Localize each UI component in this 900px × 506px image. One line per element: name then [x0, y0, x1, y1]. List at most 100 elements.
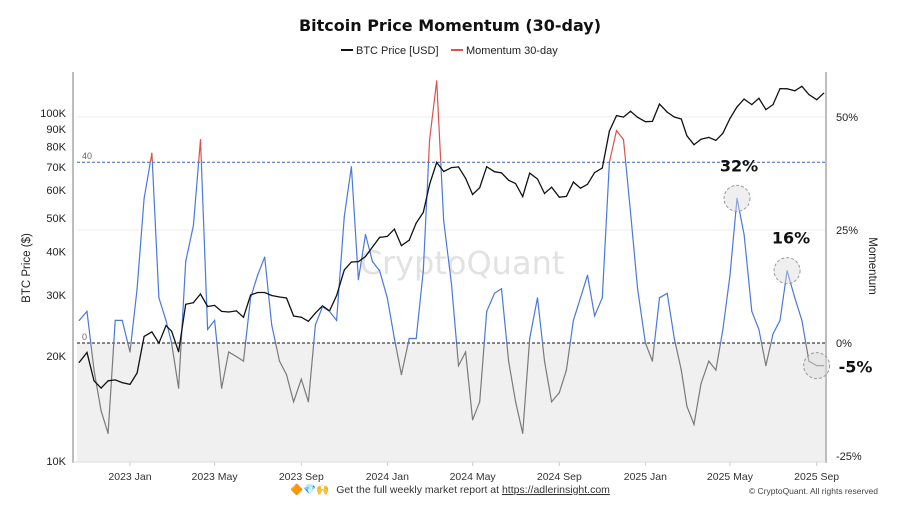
price-point: [823, 92, 825, 94]
price-point: [666, 111, 668, 113]
price-point: [321, 305, 324, 307]
momentum-point: [472, 419, 474, 421]
price-point: [206, 305, 209, 308]
momentum-point: [700, 383, 702, 385]
momentum-point: [565, 369, 567, 371]
momentum-point: [121, 319, 123, 321]
x-tick-label: 2025 Jan: [624, 471, 667, 483]
price-point: [136, 372, 138, 374]
momentum-point: [257, 274, 259, 276]
left-tick-label: 80K: [46, 142, 66, 154]
momentum-point: [143, 197, 145, 199]
copyright: © CryptoQuant. All rights reserved: [749, 486, 878, 496]
x-tick-label: 2024 Jan: [366, 471, 409, 483]
price-point: [393, 228, 395, 230]
momentum-point: [743, 233, 745, 236]
price-point: [364, 255, 367, 258]
annotation-label: 32%: [720, 156, 758, 175]
momentum-point: [321, 306, 324, 308]
price-point: [192, 302, 195, 304]
price-point: [429, 183, 431, 185]
momentum-point: [178, 387, 180, 389]
price-point: [86, 351, 88, 354]
momentum-point: [214, 319, 216, 321]
momentum-point: [693, 423, 695, 425]
price-point: [765, 108, 767, 111]
price-point: [572, 181, 575, 183]
momentum-point: [364, 233, 367, 236]
price-point: [436, 161, 438, 164]
price-point: [615, 114, 618, 117]
price-point: [686, 135, 688, 137]
x-tick-label: 2023 Jan: [108, 471, 151, 483]
momentum-point: [307, 401, 309, 403]
momentum-point: [343, 215, 345, 218]
price-point: [285, 297, 288, 299]
momentum-point: [794, 297, 796, 299]
price-point: [129, 383, 131, 386]
momentum-point: [221, 387, 223, 389]
momentum-point: [786, 270, 788, 272]
momentum-point: [151, 152, 153, 154]
momentum-point: [199, 139, 202, 141]
price-point: [536, 178, 539, 180]
momentum-point: [479, 401, 481, 403]
price-point: [457, 166, 460, 168]
annotation-circle: [803, 352, 831, 380]
momentum-point: [170, 342, 173, 344]
price-point: [651, 120, 654, 122]
momentum-point: [386, 297, 388, 299]
price-point: [722, 132, 724, 134]
price-point: [708, 136, 710, 138]
price-point: [300, 316, 302, 318]
momentum-point: [801, 319, 803, 321]
momentum-point: [772, 333, 774, 335]
momentum-point: [808, 360, 810, 362]
momentum-point: [729, 274, 731, 276]
legend-price: BTC Price [USD]: [356, 45, 439, 57]
price-point: [586, 183, 589, 185]
momentum-point: [242, 360, 245, 362]
momentum-point: [436, 80, 438, 82]
price-point: [165, 324, 167, 327]
price-point: [786, 88, 788, 90]
footer-link[interactable]: https://adlerinsight.com: [502, 484, 610, 496]
price-point: [292, 315, 295, 317]
price-point: [522, 196, 524, 198]
momentum-point: [572, 319, 575, 321]
footer-message: Get the full weekly market report at: [336, 484, 502, 496]
momentum-point: [357, 279, 360, 281]
momentum-point: [686, 405, 688, 407]
momentum-point: [185, 261, 187, 263]
price-point: [415, 222, 417, 224]
x-tick-label: 2024 Sep: [537, 471, 582, 483]
price-point: [371, 246, 374, 248]
right-tick-label: 0%: [836, 338, 852, 350]
price-point: [772, 104, 774, 106]
x-tick-label: 2025 May: [707, 471, 754, 483]
price-point: [249, 294, 252, 296]
price-point: [357, 261, 360, 263]
right-tick-label: 25%: [836, 225, 858, 237]
price-point: [185, 303, 187, 305]
price-point: [673, 116, 675, 118]
momentum-point: [550, 401, 553, 403]
x-tick-label: 2024 May: [450, 471, 497, 483]
momentum-point: [507, 360, 510, 362]
momentum-point: [486, 310, 488, 312]
price-point: [450, 166, 453, 169]
footer-text: 🔶💎🙌 Get the full weekly market report at…: [290, 483, 610, 496]
momentum-point: [371, 261, 374, 263]
legend-momentum: Momentum 30-day: [466, 45, 558, 57]
price-point: [378, 236, 381, 239]
price-point: [271, 294, 273, 297]
price-point: [529, 172, 531, 174]
left-tick-label: 70K: [46, 162, 66, 174]
price-point: [558, 196, 560, 198]
price-point: [515, 182, 517, 185]
price-point: [278, 296, 281, 298]
momentum-point: [129, 351, 131, 353]
momentum-point: [543, 360, 546, 362]
price-point: [386, 235, 388, 237]
price-point: [637, 116, 639, 118]
